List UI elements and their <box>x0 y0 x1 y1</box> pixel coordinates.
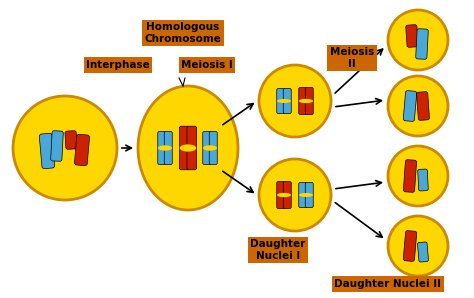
FancyBboxPatch shape <box>51 131 63 161</box>
Ellipse shape <box>158 145 172 151</box>
Ellipse shape <box>299 193 313 197</box>
Ellipse shape <box>277 193 291 197</box>
FancyBboxPatch shape <box>164 131 172 164</box>
Text: Daughter Nuclei II: Daughter Nuclei II <box>335 279 441 289</box>
FancyBboxPatch shape <box>283 181 291 209</box>
FancyBboxPatch shape <box>403 231 417 261</box>
Text: Meiosis I: Meiosis I <box>181 60 233 70</box>
FancyBboxPatch shape <box>39 133 55 169</box>
Ellipse shape <box>138 86 238 210</box>
FancyBboxPatch shape <box>299 182 307 207</box>
FancyBboxPatch shape <box>180 126 189 170</box>
FancyBboxPatch shape <box>203 131 211 164</box>
FancyBboxPatch shape <box>299 88 307 114</box>
FancyBboxPatch shape <box>418 169 428 191</box>
Circle shape <box>259 159 331 231</box>
FancyBboxPatch shape <box>283 89 291 114</box>
FancyBboxPatch shape <box>187 126 197 170</box>
Text: Meiosis
II: Meiosis II <box>330 47 374 69</box>
FancyBboxPatch shape <box>305 182 313 207</box>
Text: Daughter
Nuclei I: Daughter Nuclei I <box>250 239 306 261</box>
Ellipse shape <box>203 145 217 151</box>
FancyBboxPatch shape <box>416 29 428 59</box>
FancyBboxPatch shape <box>158 131 166 164</box>
Circle shape <box>259 65 331 137</box>
Text: Interphase: Interphase <box>86 60 150 70</box>
FancyBboxPatch shape <box>277 89 285 114</box>
FancyBboxPatch shape <box>417 92 429 120</box>
FancyBboxPatch shape <box>403 91 417 121</box>
Circle shape <box>388 216 448 276</box>
Circle shape <box>388 76 448 136</box>
FancyBboxPatch shape <box>403 160 417 192</box>
FancyBboxPatch shape <box>406 25 418 47</box>
FancyBboxPatch shape <box>277 181 285 209</box>
FancyBboxPatch shape <box>209 131 217 164</box>
Circle shape <box>13 96 117 200</box>
Circle shape <box>388 10 448 70</box>
FancyBboxPatch shape <box>74 134 90 166</box>
Ellipse shape <box>180 145 196 152</box>
Ellipse shape <box>299 99 313 103</box>
Circle shape <box>388 146 448 206</box>
Ellipse shape <box>277 99 291 103</box>
FancyBboxPatch shape <box>65 131 77 149</box>
FancyBboxPatch shape <box>305 88 313 114</box>
Text: Homologous
Chromosome: Homologous Chromosome <box>145 22 221 44</box>
FancyBboxPatch shape <box>418 242 428 262</box>
